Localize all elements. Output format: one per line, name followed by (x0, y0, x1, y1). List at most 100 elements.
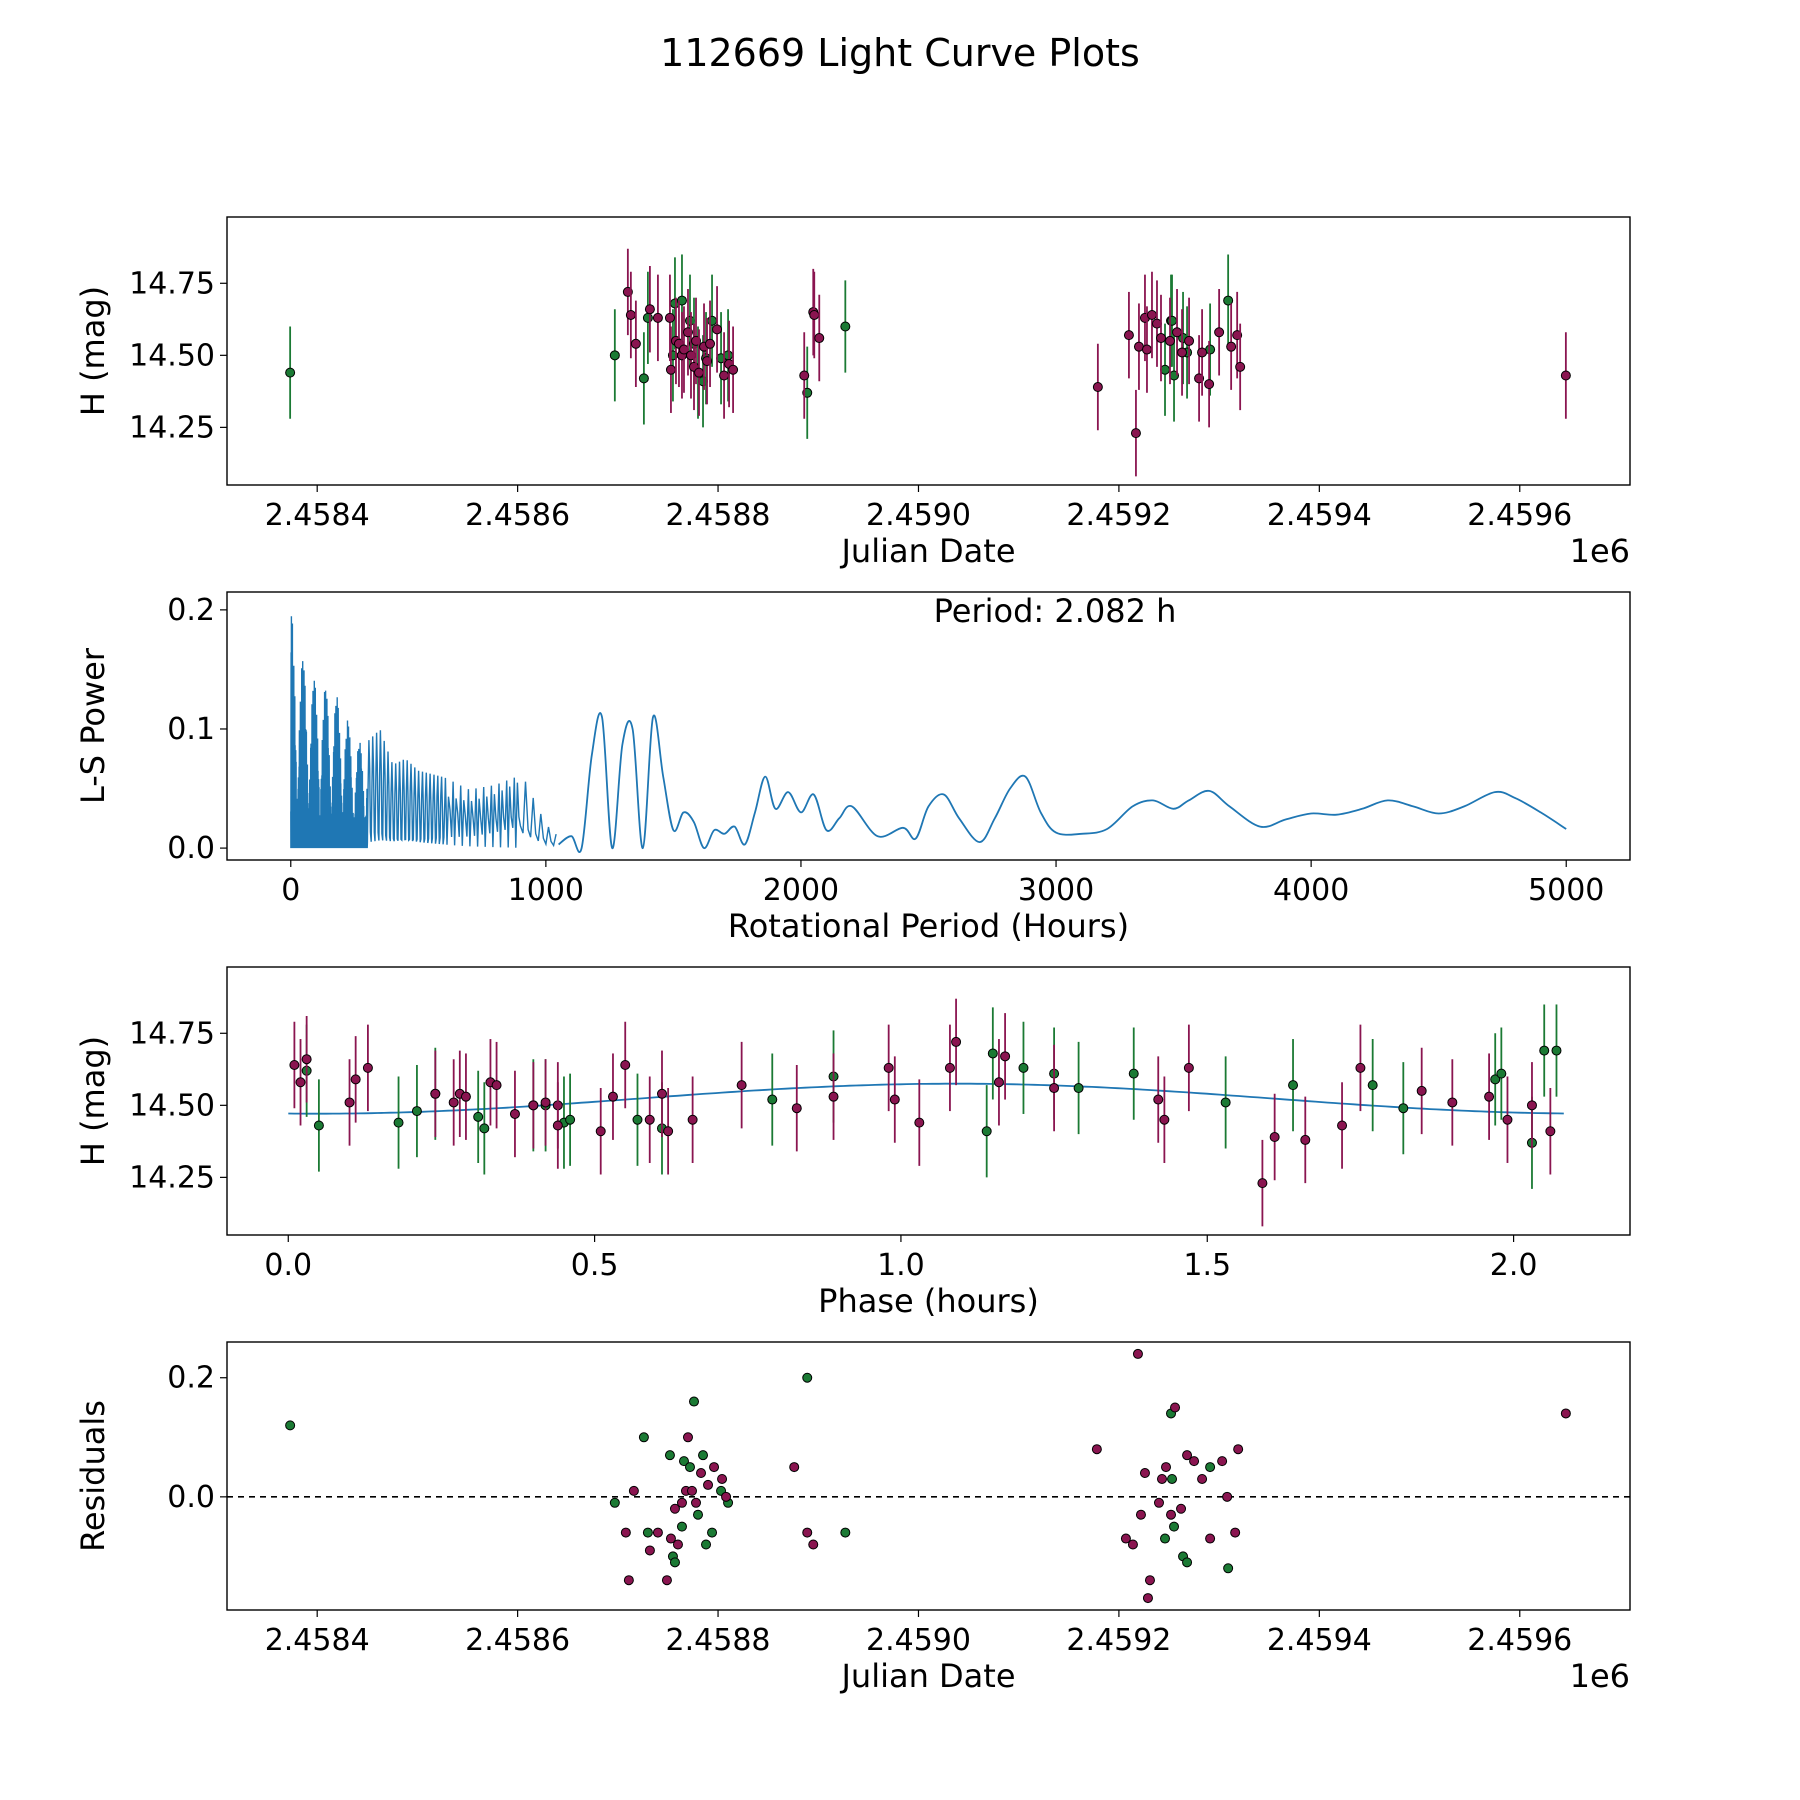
magenta-point (1165, 335, 1176, 346)
magenta-point (687, 1114, 698, 1125)
green-point (1490, 1074, 1501, 1085)
magenta-point (652, 312, 663, 323)
green-point (1367, 1080, 1378, 1091)
green-point (1551, 1045, 1562, 1056)
magenta-point (1545, 1126, 1556, 1137)
magenta-point (728, 364, 739, 375)
green-point (632, 1114, 643, 1125)
green-point (688, 1396, 699, 1407)
y-tick-label: 14.50 (129, 338, 215, 373)
magenta-point (1222, 1491, 1233, 1502)
magenta-point (344, 1097, 355, 1108)
magenta-point (1092, 382, 1103, 393)
plot-area (285, 248, 1571, 477)
magenta-point (1091, 1444, 1102, 1455)
green-point (840, 321, 851, 332)
magenta-point (808, 1539, 819, 1550)
magenta-point (719, 370, 730, 381)
magenta-point (814, 333, 825, 344)
magenta-point (1205, 1533, 1216, 1544)
periodogram-noisy-line (290, 616, 557, 849)
magenta-point (1182, 1450, 1193, 1461)
period-annotation: Period: 2.082 h (934, 592, 1177, 630)
green-point (285, 367, 296, 378)
magenta-point (625, 309, 636, 320)
plot-area (290, 616, 1567, 853)
green-point (802, 1372, 813, 1383)
magenta-point (1120, 1533, 1131, 1544)
magenta-point (540, 1097, 551, 1108)
magenta-point (1484, 1091, 1495, 1102)
magenta-point (663, 1126, 674, 1137)
magenta-point (656, 1088, 667, 1099)
y-axis-label: L-S Power (74, 647, 112, 804)
fit-curve (288, 1082, 1564, 1115)
plot-area (288, 998, 1564, 1227)
green-point (565, 1114, 576, 1125)
magenta-point (664, 312, 675, 323)
x-tick-label: 5000 (1528, 873, 1604, 908)
green-point (313, 1120, 324, 1131)
magenta-point (1000, 1051, 1011, 1062)
x-tick-label: 1.5 (1183, 1248, 1231, 1283)
magenta-point (691, 1497, 702, 1508)
green-point (609, 350, 620, 361)
magenta-point (1142, 1593, 1153, 1604)
green-point (701, 1539, 712, 1550)
magenta-point (717, 1473, 728, 1484)
magenta-point (1526, 1100, 1537, 1111)
magenta-point (620, 1059, 631, 1070)
magenta-point (1049, 1083, 1060, 1094)
green-point (411, 1106, 422, 1117)
magenta-point (1189, 1456, 1200, 1467)
magenta-point (362, 1062, 373, 1073)
magenta-point (1217, 1456, 1228, 1467)
green-point (1223, 1563, 1234, 1574)
green-point (1160, 1533, 1171, 1544)
magenta-point (889, 1094, 900, 1105)
figure-title: 112669 Light Curve Plots (660, 31, 1140, 75)
y-tick-label: 0.1 (167, 712, 215, 747)
magenta-point (951, 1036, 962, 1047)
x-axis-label: Rotational Period (Hours) (728, 907, 1129, 945)
magenta-point (883, 1062, 894, 1073)
x-tick-label: 2.4588 (666, 1623, 771, 1658)
x-tick-label: 0 (281, 873, 300, 908)
x-tick-label: 2.4596 (1467, 1623, 1572, 1658)
magenta-point (1447, 1097, 1458, 1108)
magenta-point (1177, 347, 1188, 358)
magenta-point (669, 1503, 680, 1514)
magenta-point (1560, 1408, 1571, 1419)
x-tick-label: 2.4584 (265, 498, 370, 533)
magenta-point (1183, 1062, 1194, 1073)
magenta-point (644, 304, 655, 315)
magenta-point (1156, 1473, 1167, 1484)
magenta-point (1184, 335, 1195, 346)
x-tick-label: 2.4594 (1267, 498, 1372, 533)
green-point (1288, 1080, 1299, 1091)
green-point (1398, 1103, 1409, 1114)
magenta-point (430, 1088, 441, 1099)
magenta-point (721, 1491, 732, 1502)
green-point (664, 1450, 675, 1461)
green-point (1223, 295, 1234, 306)
magenta-point (694, 367, 705, 378)
green-point (767, 1094, 778, 1105)
plot-area (227, 1348, 1630, 1604)
magenta-point (1170, 1402, 1181, 1413)
green-point (285, 1420, 296, 1431)
magenta-point (914, 1117, 925, 1128)
magenta-point (809, 309, 820, 320)
magenta-point (289, 1059, 300, 1070)
magenta-point (686, 1485, 697, 1496)
magenta-point (595, 1126, 606, 1137)
y-tick-label: 14.75 (129, 266, 215, 301)
x-axis-label: Julian Date (839, 532, 1015, 570)
x-tick-label: 2.4590 (866, 498, 971, 533)
y-tick-label: 0.0 (167, 831, 215, 866)
magenta-point (301, 1054, 312, 1065)
magenta-point (1141, 344, 1152, 355)
green-point (981, 1126, 992, 1137)
x-tick-label: 2.4594 (1267, 1623, 1372, 1658)
